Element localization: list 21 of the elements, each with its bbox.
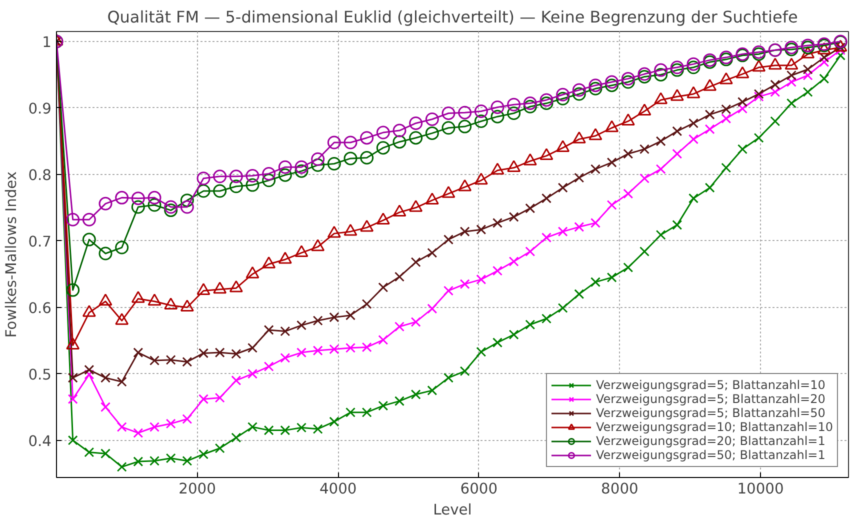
y-tick-label: 0.9 [28, 100, 52, 118]
y-tick-label: 0.8 [28, 166, 52, 184]
legend-label: Verzweigungsgrad=5; Blattanzahl=10 [596, 378, 826, 392]
y-tick-label: 0.6 [28, 300, 52, 317]
y-tick-label: 0.4 [28, 432, 52, 450]
x-tick-label: 10000 [737, 480, 784, 498]
legend-label: Verzweigungsgrad=50; Blattanzahl=1 [596, 448, 826, 462]
x-tick-label: 2000 [178, 480, 216, 498]
y-tick-label: 1 [42, 34, 52, 51]
x-tick-label: 4000 [319, 480, 357, 498]
y-axis-title: Fowlkes-Mallows Index [3, 171, 20, 338]
chart-title: Qualität FM — 5-dimensional Euklid (gleichverteilt) — Keine Begrenzung der Suchtiefe [107, 8, 798, 26]
y-tick-label: 0.7 [28, 233, 52, 250]
legend-label: Verzweigungsgrad=5; Blattanzahl=20 [596, 392, 826, 406]
y-tick-label: 0.5 [28, 366, 52, 384]
legend-label: Verzweigungsgrad=10; Blattanzahl=10 [596, 420, 833, 434]
legend-label: Verzweigungsgrad=20; Blattanzahl=1 [596, 434, 826, 448]
x-tick-label: 6000 [460, 480, 498, 498]
x-tick-label: 8000 [601, 480, 638, 498]
x-axis-title: Level [433, 502, 472, 518]
legend-label: Verzweigungsgrad=5; Blattanzahl=50 [596, 406, 826, 420]
